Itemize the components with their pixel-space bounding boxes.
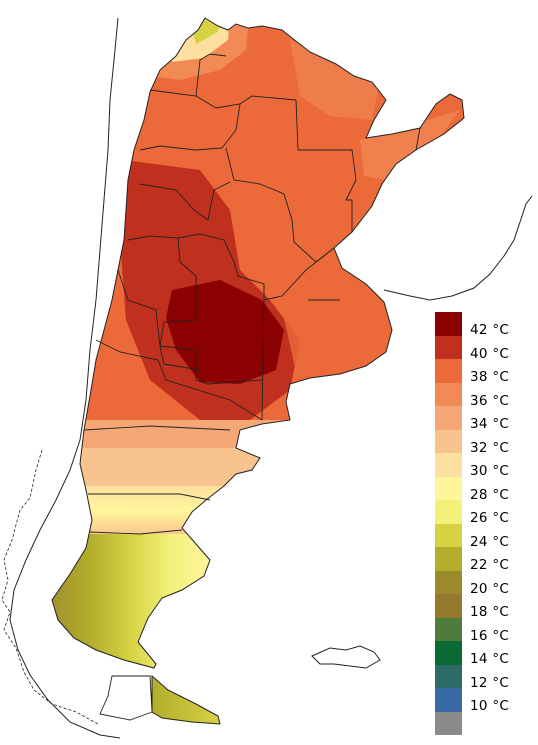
province-boundaries	[83, 53, 421, 535]
legend-item: 30 °C	[434, 453, 538, 479]
legend-swatch	[435, 406, 462, 430]
legend-swatch	[435, 547, 462, 571]
legend-item: 16 °C	[434, 617, 538, 644]
legend-swatch	[435, 594, 462, 618]
legend-label: 42 °C	[470, 322, 510, 338]
legend-label: 30 °C	[470, 463, 510, 479]
legend-label: 34 °C	[470, 416, 510, 432]
legend-item: 24 °C	[434, 523, 538, 550]
legend-swatch	[435, 664, 462, 688]
legend-label: 16 °C	[470, 627, 510, 644]
legend-swatch	[435, 382, 462, 406]
legend-item: 10 °C	[434, 688, 538, 714]
legend-item: 40 °C	[434, 335, 538, 362]
legend-swatch	[435, 429, 462, 453]
legend-label: 24 °C	[470, 533, 510, 550]
legend-label: 32 °C	[470, 439, 510, 456]
legend-item: 20 °C	[434, 570, 538, 597]
legend-label: 28 °C	[470, 486, 510, 503]
chile-coast-outline	[9, 17, 121, 739]
legend-item: 14 °C	[434, 641, 538, 667]
legend-label: 12 °C	[470, 674, 510, 691]
legend-item: 42 °C	[434, 312, 538, 338]
legend-label: 14 °C	[470, 651, 510, 667]
legend-item: 12 °C	[434, 664, 538, 691]
malvinas-islands	[311, 645, 381, 669]
legend-swatch	[435, 312, 462, 336]
legend-item: 34 °C	[434, 406, 538, 432]
legend-swatch	[435, 453, 462, 477]
legend-label: 40 °C	[470, 345, 510, 362]
uruguay-coast-outline	[383, 195, 533, 301]
legend-label: 36 °C	[470, 392, 510, 409]
legend-label: 22 °C	[470, 557, 510, 573]
legend-swatch	[435, 500, 462, 524]
legend-swatch	[435, 688, 462, 712]
legend-swatch	[435, 570, 462, 594]
legend-swatch	[435, 641, 462, 665]
legend-label: 38 °C	[470, 369, 510, 385]
legend-item: 28 °C	[434, 476, 538, 503]
legend-item: 36 °C	[434, 382, 538, 409]
legend-label: 18 °C	[470, 604, 510, 620]
legend-swatch	[435, 335, 462, 359]
legend-swatch	[435, 711, 462, 735]
legend-label: 20 °C	[470, 580, 510, 597]
legend-item: 38 °C	[434, 359, 538, 385]
legend-item: 32 °C	[434, 429, 538, 456]
legend-item: 18 °C	[434, 594, 538, 620]
legend-label: 10 °C	[470, 698, 510, 714]
tierra-del-fuego	[151, 674, 221, 725]
chile-fjords-outline	[1, 449, 99, 725]
tierra-del-fuego-chile-part	[99, 675, 153, 721]
legend-item	[434, 711, 538, 735]
legend-item: 26 °C	[434, 500, 538, 526]
legend-swatch	[435, 523, 462, 547]
legend-label: 26 °C	[470, 510, 510, 526]
legend: 42 °C 40 °C 38 °C 36 °C 34 °C 32 °C 30 °C 28 °C…	[434, 312, 538, 735]
legend-swatch	[435, 359, 462, 383]
legend-item: 22 °C	[434, 547, 538, 573]
legend-swatch	[435, 617, 462, 641]
argentina-outline	[51, 17, 465, 669]
legend-swatch	[435, 476, 462, 500]
